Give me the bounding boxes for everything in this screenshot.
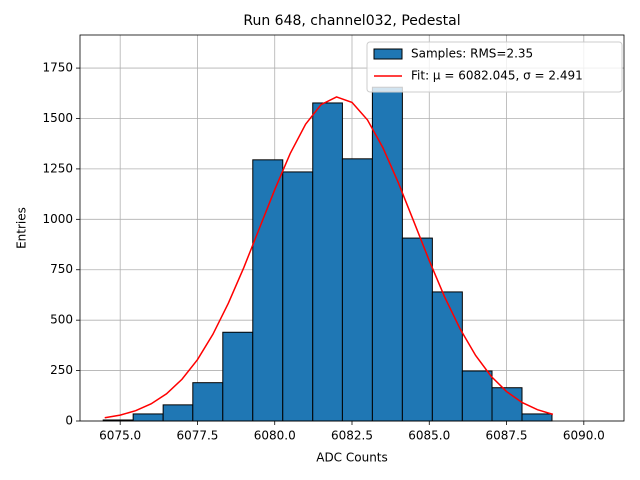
- legend-label: Samples: RMS=2.35: [411, 47, 533, 61]
- chart-title: Run 648, channel032, Pedestal: [243, 13, 460, 29]
- bar: [132, 413, 164, 422]
- y-tick-label: 0: [65, 414, 73, 428]
- legend-box: [366, 41, 623, 93]
- y-tick-label: 500: [50, 313, 73, 327]
- bar: [192, 382, 224, 422]
- plot-frame: [79, 34, 625, 422]
- x-tick-label: 6085.0: [408, 429, 450, 443]
- legend: Samples: RMS=2.35 Fit: μ = 6082.045, σ = …: [366, 41, 623, 93]
- bar: [521, 413, 553, 422]
- x-tick-label: 6075.0: [99, 429, 141, 443]
- bar: [341, 158, 373, 422]
- y-tick-label: 1000: [42, 212, 73, 226]
- bar: [371, 86, 403, 422]
- bar: [252, 159, 284, 422]
- x-tick-label: 6090.0: [563, 429, 605, 443]
- bar: [312, 102, 343, 422]
- y-axis-label: Entries: [15, 207, 29, 249]
- bar: [222, 331, 254, 422]
- x-tick-label: 6080.0: [254, 429, 296, 443]
- y-tick-label: 250: [50, 363, 73, 377]
- fit-curve: [104, 96, 554, 419]
- bar: [401, 237, 433, 422]
- bar: [491, 387, 523, 422]
- bar: [162, 404, 194, 422]
- legend-swatch: [373, 48, 403, 60]
- x-tick-label: 6077.5: [176, 429, 218, 443]
- x-axis-label: ADC Counts: [316, 451, 388, 465]
- bar: [461, 370, 493, 422]
- legend-label: Fit: μ = 6082.045, σ = 2.491: [411, 69, 583, 83]
- y-tick-label: 1500: [42, 111, 73, 125]
- y-tick-label: 1250: [42, 161, 73, 175]
- x-tick-label: 6087.5: [486, 429, 528, 443]
- bar: [431, 291, 463, 422]
- bar: [282, 171, 314, 422]
- y-tick-label: 1750: [42, 61, 73, 75]
- x-tick-label: 6082.5: [331, 429, 373, 443]
- y-tick-label: 750: [50, 262, 73, 276]
